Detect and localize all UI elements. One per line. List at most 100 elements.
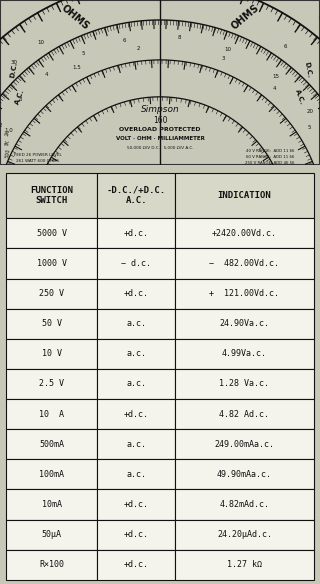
Text: 60 V RANGE:  ADD 11 66: 60 V RANGE: ADD 11 66 — [246, 155, 294, 159]
Text: +d.c.: +d.c. — [124, 530, 149, 539]
Bar — [97, 550, 175, 580]
Text: -D.C./+D.C.
A.C.: -D.C./+D.C. A.C. — [107, 186, 166, 206]
Text: 49.90mAa.c.: 49.90mAa.c. — [217, 470, 272, 479]
Text: a.c.: a.c. — [126, 440, 146, 449]
Text: 4.82mAd.c.: 4.82mAd.c. — [220, 500, 269, 509]
Text: 249.00mAa.c.: 249.00mAa.c. — [214, 440, 275, 449]
Text: 2K: 2K — [5, 129, 11, 136]
Text: OHMS: OHMS — [229, 2, 261, 32]
Text: 5000 V: 5000 V — [37, 229, 67, 238]
Bar — [175, 399, 314, 429]
Bar — [6, 550, 97, 580]
Bar — [97, 369, 175, 399]
Text: A.C.: A.C. — [294, 88, 306, 106]
Bar — [97, 309, 175, 339]
Text: 50 V: 50 V — [42, 319, 62, 328]
Text: 100mA: 100mA — [39, 470, 64, 479]
Bar — [175, 173, 314, 218]
Text: 24.90Va.c.: 24.90Va.c. — [220, 319, 269, 328]
Text: VOLT · OHM · MILLIAMMETER: VOLT · OHM · MILLIAMMETER — [116, 136, 204, 141]
Text: −  482.00Vd.c.: − 482.00Vd.c. — [210, 259, 279, 268]
Text: a.c.: a.c. — [126, 470, 146, 479]
Text: 1: 1 — [236, 19, 240, 24]
Text: − d.c.: − d.c. — [121, 259, 151, 268]
Text: 5: 5 — [308, 126, 311, 130]
Bar — [175, 248, 314, 279]
Text: 1.28 Va.c.: 1.28 Va.c. — [220, 380, 269, 388]
Text: a.c.: a.c. — [126, 380, 146, 388]
Text: 8: 8 — [178, 36, 181, 40]
Text: 1.27 kΩ: 1.27 kΩ — [227, 560, 262, 569]
Bar — [97, 399, 175, 429]
Bar — [97, 279, 175, 309]
Text: a.c.: a.c. — [126, 319, 146, 328]
Text: 4.82 Ad.c.: 4.82 Ad.c. — [220, 409, 269, 419]
Bar — [6, 429, 97, 459]
Bar — [97, 489, 175, 520]
Bar — [97, 218, 175, 248]
Bar — [97, 429, 175, 459]
Text: +d.c.: +d.c. — [124, 289, 149, 298]
Bar — [6, 339, 97, 369]
Text: 4: 4 — [45, 72, 49, 77]
Text: 1000 V: 1000 V — [37, 259, 67, 268]
Bar — [175, 459, 314, 489]
Bar — [175, 218, 314, 248]
Bar — [175, 429, 314, 459]
Text: OHMS: OHMS — [59, 2, 91, 32]
Bar — [175, 369, 314, 399]
Text: 500mA: 500mA — [39, 440, 64, 449]
Text: Simpson: Simpson — [140, 105, 180, 114]
Text: 3: 3 — [19, 96, 22, 102]
Text: 500: 500 — [5, 148, 11, 158]
Text: 1.5: 1.5 — [72, 65, 81, 70]
Bar — [6, 459, 97, 489]
Text: 10: 10 — [38, 40, 45, 44]
Text: 250 V RANGE: ADD 46 56: 250 V RANGE: ADD 46 56 — [245, 161, 295, 165]
Text: 250 V: 250 V — [39, 289, 64, 298]
Bar — [97, 520, 175, 550]
Text: 24.20μAd.c.: 24.20μAd.c. — [217, 530, 272, 539]
Bar — [175, 550, 314, 580]
Text: +d.c.: +d.c. — [124, 560, 149, 569]
Text: 261 WATT 600 OHMS: 261 WATT 600 OHMS — [17, 159, 60, 163]
Text: FUNCTION
SWITCH: FUNCTION SWITCH — [30, 186, 73, 206]
Text: 2: 2 — [137, 46, 140, 51]
Text: 50,000 Ω/V D.C.   5,000 Ω/V A.C.: 50,000 Ω/V D.C. 5,000 Ω/V A.C. — [127, 146, 193, 150]
Bar — [175, 309, 314, 339]
Bar — [97, 459, 175, 489]
Text: 4.99Va.c.: 4.99Va.c. — [222, 349, 267, 359]
Text: 10  A: 10 A — [39, 409, 64, 419]
Text: 4: 4 — [273, 86, 276, 91]
Text: 30: 30 — [11, 60, 18, 65]
Text: 6: 6 — [122, 38, 126, 43]
Bar — [6, 520, 97, 550]
Text: 10: 10 — [224, 47, 231, 52]
Text: 40 V RANGE:  ADD 11 66: 40 V RANGE: ADD 11 66 — [246, 149, 294, 152]
Text: 2: 2 — [0, 123, 2, 128]
Bar — [175, 520, 314, 550]
Text: +2420.00Vd.c.: +2420.00Vd.c. — [212, 229, 277, 238]
Text: A.C.: A.C. — [14, 88, 26, 106]
Text: 10mA: 10mA — [42, 500, 62, 509]
Text: 1.0: 1.0 — [5, 128, 13, 133]
Bar — [6, 279, 97, 309]
Text: FEED 26 POWER LEVEL: FEED 26 POWER LEVEL — [14, 152, 62, 157]
Text: +d.c.: +d.c. — [124, 409, 149, 419]
Bar — [175, 489, 314, 520]
Bar — [97, 339, 175, 369]
Bar — [175, 339, 314, 369]
Bar — [6, 248, 97, 279]
Bar — [6, 399, 97, 429]
Text: 2.5 V: 2.5 V — [39, 380, 64, 388]
Text: 3: 3 — [222, 56, 226, 61]
Bar — [6, 369, 97, 399]
Text: 20: 20 — [307, 109, 314, 114]
Bar — [6, 309, 97, 339]
Bar — [97, 248, 175, 279]
Bar — [97, 173, 175, 218]
Text: 5: 5 — [82, 51, 85, 55]
Text: 6: 6 — [283, 44, 287, 49]
Bar — [6, 173, 97, 218]
Text: 7K: 7K — [5, 139, 11, 147]
